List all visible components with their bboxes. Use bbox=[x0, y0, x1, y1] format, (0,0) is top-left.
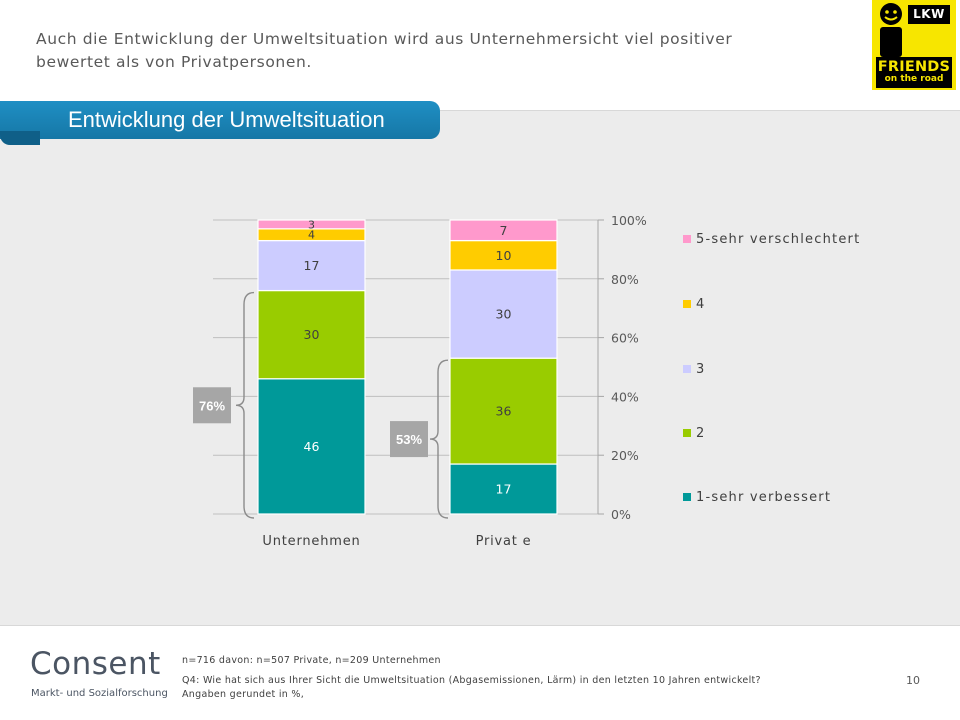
bar-segment bbox=[257, 289, 366, 380]
bar-value-label: 46 bbox=[304, 439, 320, 454]
x-axis-labels: Unternehmen Privat e bbox=[262, 534, 532, 549]
friends-text: FRIENDS bbox=[877, 59, 951, 75]
bar-segment bbox=[449, 239, 558, 271]
bar-value-label: 4 bbox=[308, 229, 315, 242]
legend-swatch bbox=[683, 235, 691, 243]
category-label: Privat e bbox=[476, 534, 532, 549]
consent-logo: Consent Markt- und Sozialforschung bbox=[30, 646, 168, 706]
legend-swatch bbox=[683, 365, 691, 373]
header-text: Auch die Entwicklung der Umweltsituation… bbox=[36, 30, 733, 71]
category-label: Unternehmen bbox=[262, 534, 360, 549]
legend-label: 4 bbox=[696, 297, 705, 312]
top2-label-box bbox=[193, 387, 231, 424]
bar-value-label: 30 bbox=[496, 307, 512, 322]
sample-size-note: n=716 davon: n=507 Private, n=209 Untern… bbox=[182, 655, 441, 666]
section-title: Entwicklung der Umweltsituation bbox=[68, 107, 385, 132]
lkw-label: LKW bbox=[908, 5, 950, 24]
bars: 46 30 17 43 17 36 30 10 7 bbox=[257, 218, 558, 515]
bar-segment bbox=[257, 219, 366, 230]
legend-swatch bbox=[683, 300, 691, 308]
y-tick-label: 80% bbox=[611, 272, 639, 287]
legend-label: 3 bbox=[696, 362, 705, 377]
lkw-friends-logo: LKW FRIENDS on the road bbox=[872, 0, 956, 90]
top2-label: 76% bbox=[199, 398, 225, 413]
footnote: n=716 davon: n=507 Private, n=209 Untern… bbox=[182, 654, 762, 702]
top2-label: 53% bbox=[396, 432, 422, 447]
bar-value-label: 10 bbox=[496, 248, 512, 263]
y-axis: 0% 20% 40% 60% 80% 100% bbox=[597, 213, 647, 522]
legend-label: 5-sehr verschlechtert bbox=[696, 232, 860, 247]
bar-value-label: 3 bbox=[308, 218, 315, 231]
top2-label-box bbox=[390, 421, 428, 458]
legend-swatch bbox=[683, 493, 691, 501]
question-note: Q4: Wie hat sich aus Ihrer Sicht die Umw… bbox=[182, 675, 761, 700]
y-tick-label: 60% bbox=[611, 331, 639, 346]
bar-value-label: 17 bbox=[496, 482, 512, 497]
bar-segment bbox=[449, 219, 558, 242]
section-title-banner: Entwicklung der Umweltsituation bbox=[0, 101, 440, 145]
y-tick-label: 40% bbox=[611, 389, 639, 404]
smiley-figure-icon bbox=[880, 3, 902, 57]
bar-value-label: 7 bbox=[500, 223, 508, 238]
consent-logo-text: Consent bbox=[30, 646, 161, 682]
y-tick-label: 20% bbox=[611, 448, 639, 463]
friends-box: FRIENDS on the road bbox=[876, 57, 952, 88]
consent-logo-subtitle: Markt- und Sozialforschung bbox=[31, 688, 168, 699]
legend-label: 2 bbox=[696, 426, 705, 441]
bar-value-label: 30 bbox=[304, 327, 320, 342]
bar-segment bbox=[449, 269, 558, 359]
top2-bracket bbox=[429, 359, 449, 519]
y-tick-label: 0% bbox=[611, 507, 631, 522]
top2-bracket bbox=[235, 291, 255, 519]
brackets: 76% 53% bbox=[193, 291, 449, 519]
legend-label: 1-sehr verbessert bbox=[696, 490, 831, 505]
page-number: 10 bbox=[906, 674, 920, 687]
bar-value-label: 36 bbox=[496, 404, 512, 419]
banner-curl bbox=[0, 131, 40, 145]
legend-swatch bbox=[683, 429, 691, 437]
bar-value-label: 17 bbox=[304, 258, 320, 273]
on-the-road-text: on the road bbox=[884, 74, 944, 84]
bar-segment bbox=[257, 378, 366, 515]
bar-segment bbox=[449, 357, 558, 465]
legend: 5-sehr verschlechtert 4 3 2 1-sehr verbesser… bbox=[683, 232, 860, 505]
y-tick-label: 100% bbox=[611, 213, 647, 228]
